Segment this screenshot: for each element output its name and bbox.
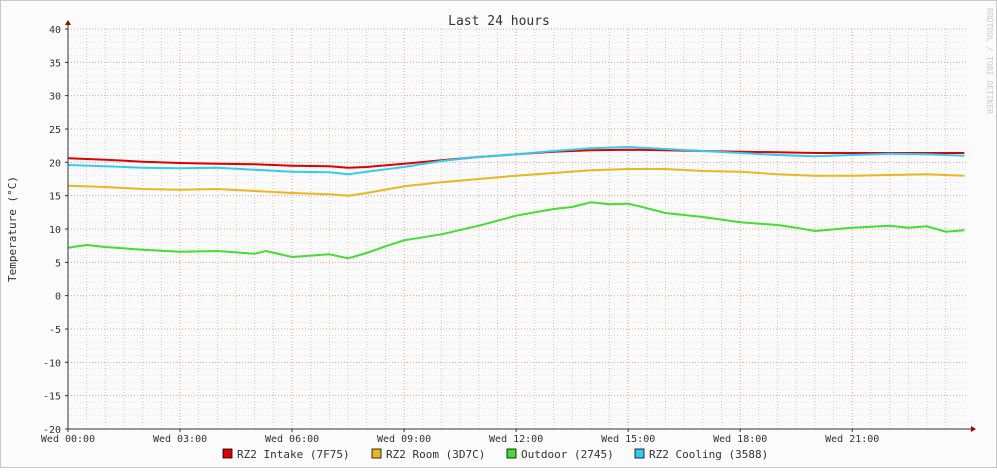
major-grid bbox=[67, 28, 968, 430]
series-line bbox=[67, 168, 965, 197]
legend-swatch bbox=[371, 448, 382, 459]
watermark: RRDTOOL / TOBI OETIKER bbox=[985, 8, 994, 114]
minor-grid bbox=[68, 29, 968, 429]
series-line bbox=[67, 146, 965, 176]
y-tick-label: -20 bbox=[43, 425, 61, 436]
y-tick-label: 5 bbox=[55, 258, 61, 269]
x-tick-label: Wed 12:00 bbox=[489, 434, 543, 445]
legend-swatch bbox=[222, 448, 233, 459]
y-axis-label: Temperature (°C) bbox=[6, 176, 19, 282]
series-line bbox=[67, 201, 965, 260]
x-tick-label: Wed 09:00 bbox=[377, 434, 431, 445]
y-tick-labels: -20 -15 -10 -5 0 5 10 15 20 25 30 35 40 bbox=[43, 25, 61, 436]
x-tick-label: Wed 18:00 bbox=[713, 434, 767, 445]
y-axis-arrow bbox=[65, 20, 71, 25]
y-tick-label: 25 bbox=[49, 125, 61, 136]
x-axis-arrow bbox=[971, 426, 976, 432]
axes bbox=[65, 20, 976, 432]
y-tick-label: -15 bbox=[43, 392, 61, 403]
y-tick-label: 20 bbox=[49, 158, 61, 169]
y-tick-label: -10 bbox=[43, 358, 61, 369]
y-tick-label: 0 bbox=[55, 292, 61, 303]
y-tick-label: 10 bbox=[49, 225, 61, 236]
y-tick-label: -5 bbox=[49, 325, 61, 336]
legend-label: RZ2 Cooling (3588) bbox=[649, 448, 768, 461]
y-tick-label: 35 bbox=[49, 58, 61, 69]
legend-swatch bbox=[506, 448, 517, 459]
x-tick-label: Wed 21:00 bbox=[825, 434, 879, 445]
y-tick-label: 40 bbox=[49, 25, 61, 36]
x-tick-label: Wed 06:00 bbox=[265, 434, 319, 445]
y-tick-label: 30 bbox=[49, 92, 61, 103]
x-tick-label: Wed 15:00 bbox=[601, 434, 655, 445]
x-tick-label: Wed 03:00 bbox=[153, 434, 207, 445]
series-layer bbox=[67, 146, 965, 260]
legend-label: Outdoor (2745) bbox=[521, 448, 614, 461]
x-tick-label: Wed 00:00 bbox=[41, 434, 95, 445]
legend: RZ2 Intake (7F75) RZ2 Room (3D7C) Outdoor … bbox=[222, 448, 768, 461]
legend-swatch bbox=[634, 448, 645, 459]
legend-label: RZ2 Room (3D7C) bbox=[386, 448, 485, 461]
y-tick-label: 15 bbox=[49, 192, 61, 203]
legend-label: RZ2 Intake (7F75) bbox=[237, 448, 350, 461]
x-tick-labels: Wed 00:00 Wed 03:00 Wed 06:00 Wed 09:00 Wed … bbox=[41, 434, 879, 445]
chart-title: Last 24 hours bbox=[448, 14, 550, 29]
